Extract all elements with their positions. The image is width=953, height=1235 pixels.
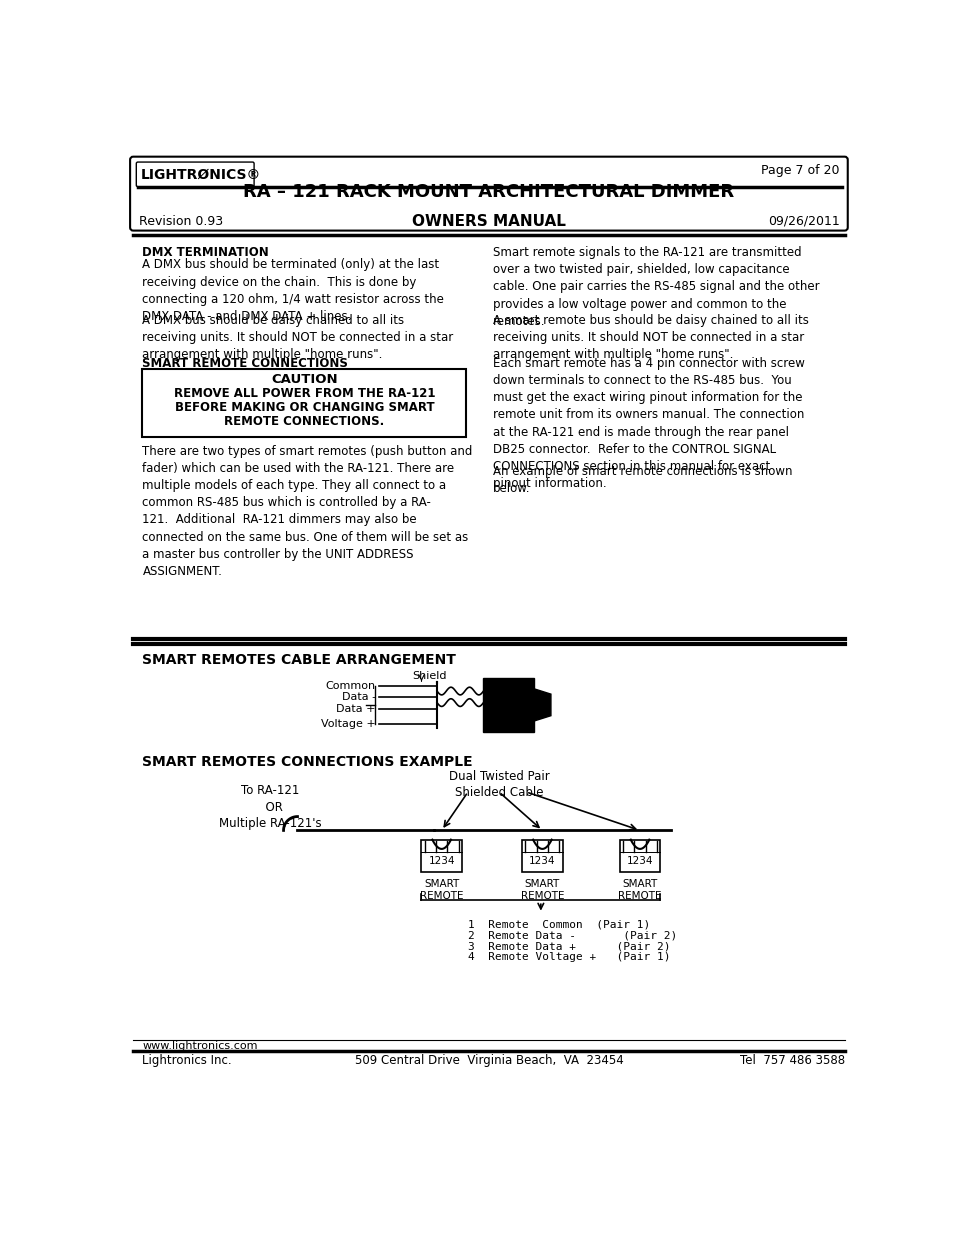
Text: Data +: Data + <box>335 704 375 714</box>
Text: 1234: 1234 <box>626 856 653 866</box>
Text: Shield: Shield <box>412 672 446 682</box>
Polygon shape <box>534 689 550 721</box>
Text: 1234: 1234 <box>428 856 455 866</box>
Text: An example of smart remote connections is shown
below.: An example of smart remote connections i… <box>493 464 792 495</box>
Text: Voltage +: Voltage + <box>321 719 375 729</box>
Text: To RA-121
  OR
Multiple RA-121's: To RA-121 OR Multiple RA-121's <box>219 784 321 830</box>
Text: Dual Twisted Pair
Shielded Cable: Dual Twisted Pair Shielded Cable <box>448 771 549 799</box>
Text: SMART
REMOTE: SMART REMOTE <box>419 879 463 900</box>
Text: REMOTE CONNECTIONS.: REMOTE CONNECTIONS. <box>224 415 384 429</box>
Text: BEFORE MAKING OR CHANGING SMART: BEFORE MAKING OR CHANGING SMART <box>174 401 434 414</box>
Text: CAUTION: CAUTION <box>271 373 337 387</box>
Text: Revision 0.93: Revision 0.93 <box>139 215 223 227</box>
FancyBboxPatch shape <box>136 162 253 186</box>
Text: DMX TERMINATION: DMX TERMINATION <box>142 246 269 259</box>
Text: Data -: Data - <box>341 692 375 703</box>
Text: A smart remote bus should be daisy chained to all its
receiving units. It should: A smart remote bus should be daisy chain… <box>493 314 808 361</box>
Text: 509 Central Drive  Virginia Beach,  VA  23454: 509 Central Drive Virginia Beach, VA 234… <box>355 1053 622 1067</box>
Bar <box>142 369 466 437</box>
FancyBboxPatch shape <box>130 157 847 231</box>
Text: Smart remote signals to the RA-121 are transmitted
over a two twisted pair, shie: Smart remote signals to the RA-121 are t… <box>493 246 819 327</box>
Text: 1  Remote  Common  (Pair 1): 1 Remote Common (Pair 1) <box>468 920 650 930</box>
Text: Tel  757 486 3588: Tel 757 486 3588 <box>739 1053 843 1067</box>
Text: 4  Remote Voltage +   (Pair 1): 4 Remote Voltage + (Pair 1) <box>468 952 670 962</box>
Text: SMART REMOTES CONNECTIONS EXAMPLE: SMART REMOTES CONNECTIONS EXAMPLE <box>142 755 473 769</box>
Text: 3  Remote Data +      (Pair 2): 3 Remote Data + (Pair 2) <box>468 941 670 951</box>
Text: REMOVE ALL POWER FROM THE RA-121: REMOVE ALL POWER FROM THE RA-121 <box>173 388 435 400</box>
Text: LIGHTRØNICS®: LIGHTRØNICS® <box>141 168 261 182</box>
Text: SMART REMOTE CONNECTIONS: SMART REMOTE CONNECTIONS <box>142 357 348 369</box>
Text: OWNERS MANUAL: OWNERS MANUAL <box>412 214 565 228</box>
Text: 1234: 1234 <box>529 856 555 866</box>
Bar <box>421 840 461 872</box>
Text: There are two types of smart remotes (push button and
fader) which can be used w: There are two types of smart remotes (pu… <box>142 445 473 578</box>
Text: A DMX bus should be terminated (only) at the last
receiving device on the chain.: A DMX bus should be terminated (only) at… <box>142 258 444 322</box>
Text: 2  Remote Data -       (Pair 2): 2 Remote Data - (Pair 2) <box>468 930 677 941</box>
Text: Each smart remote has a 4 pin connector with screw
down terminals to connect to : Each smart remote has a 4 pin connector … <box>493 357 803 490</box>
Text: Page 7 of 20: Page 7 of 20 <box>760 164 840 177</box>
Text: SMART
REMOTE: SMART REMOTE <box>618 879 661 900</box>
Bar <box>483 678 534 732</box>
Text: SMART REMOTES CABLE ARRANGEMENT: SMART REMOTES CABLE ARRANGEMENT <box>142 653 456 667</box>
Text: SMART
REMOTE: SMART REMOTE <box>520 879 563 900</box>
Bar <box>619 840 659 872</box>
Bar <box>521 840 562 872</box>
Text: 09/26/2011: 09/26/2011 <box>767 215 840 227</box>
Text: A DMX bus should be daisy chained to all its
receiving units. It should NOT be c: A DMX bus should be daisy chained to all… <box>142 314 454 361</box>
Text: Lightronics Inc.: Lightronics Inc. <box>142 1053 232 1067</box>
Text: RA – 121 RACK MOUNT ARCHITECTURAL DIMMER: RA – 121 RACK MOUNT ARCHITECTURAL DIMMER <box>243 183 734 201</box>
Text: www.lightronics.com: www.lightronics.com <box>142 1041 257 1051</box>
Text: Common: Common <box>325 680 375 690</box>
